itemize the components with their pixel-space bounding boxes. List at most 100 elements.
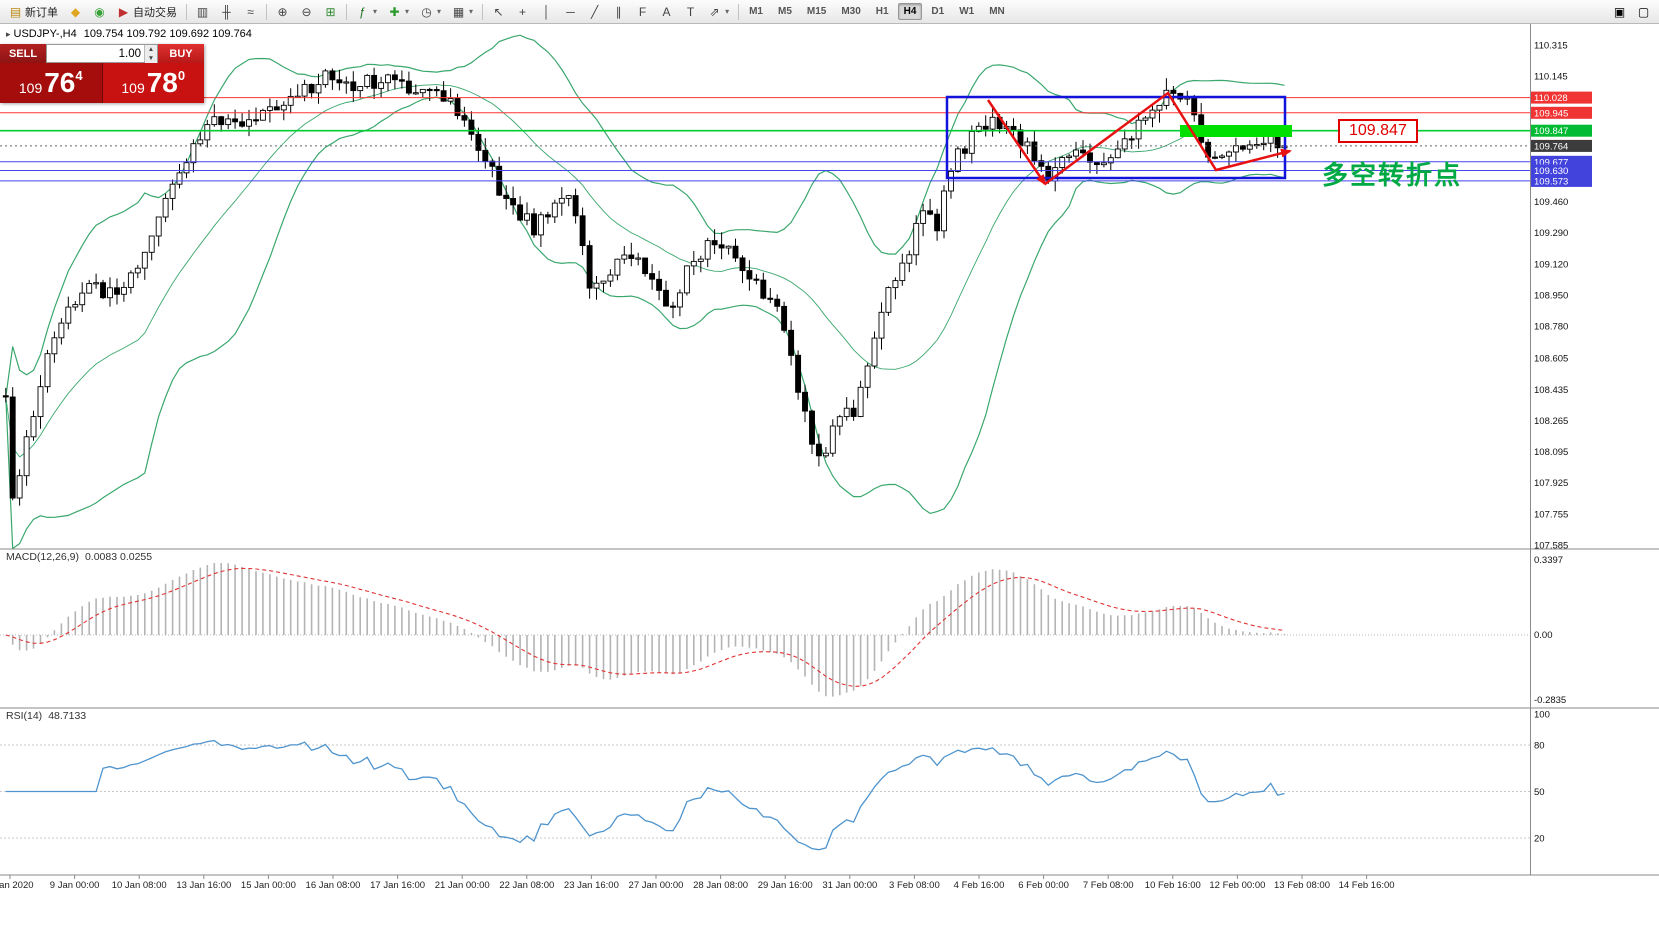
cursor-icon[interactable]: ↖: [487, 2, 510, 21]
fibonacci-icon-icon: F: [638, 4, 647, 19]
chevron-down-icon: ▾: [725, 7, 730, 16]
chevron-down-icon: ▾: [373, 7, 378, 16]
timeframe-m30[interactable]: M30: [841, 6, 861, 17]
indicators-icon[interactable]: ƒ ▾: [351, 2, 382, 21]
price-tag: 109.764: [1530, 139, 1592, 152]
time-label: 29 Jan 16:00: [758, 880, 813, 891]
cursor-icon-icon: ↖: [493, 4, 504, 19]
channel-icon[interactable]: ∥: [607, 2, 630, 21]
signals-icon[interactable]: ◉: [88, 2, 111, 21]
arrows-tool-icon[interactable]: ⇗ ▾: [703, 2, 734, 21]
range-rectangle[interactable]: [945, 95, 1287, 180]
rsi-indicator: 100 80 50 20: [0, 710, 1550, 851]
templates-icon[interactable]: ▦ ▾: [447, 2, 478, 21]
horizontal-level-lines[interactable]: [0, 97, 1530, 182]
chart-annotations[interactable]: [945, 91, 1292, 186]
symbol-period-label: USDJPY-,H4: [13, 28, 77, 40]
macd-signal-line: [5, 567, 1285, 687]
text-label-icon[interactable]: T: [679, 2, 702, 21]
horizontal-line-icon[interactable]: ─: [559, 2, 582, 21]
timeframe-m5[interactable]: M5: [777, 6, 792, 17]
period-icon-icon: ◷: [421, 4, 432, 19]
macd-axis-label: 0.00: [1534, 630, 1553, 641]
time-label: 23 Jan 16:00: [564, 880, 619, 891]
price-tick: 110.145: [1534, 72, 1568, 83]
volume-value: 1.00: [118, 47, 141, 60]
rsi-axis-label: 50: [1534, 787, 1545, 798]
tile-windows-icon[interactable]: ⊞: [319, 2, 342, 21]
price-tick: 108.780: [1534, 322, 1568, 333]
time-label: 14 Feb 16:00: [1339, 880, 1395, 891]
volume-down-icon[interactable]: ▼: [145, 54, 157, 63]
timeframe-mn[interactable]: MN: [989, 6, 1005, 17]
price-tick: 108.605: [1534, 354, 1568, 365]
signals-icon-icon: ◉: [94, 4, 105, 19]
chevron-down-icon: ▾: [469, 7, 474, 16]
time-label: 16 Jan 08:00: [306, 880, 361, 891]
timeframe-h4[interactable]: H4: [897, 3, 923, 20]
buy-price[interactable]: 109 78 0: [102, 63, 204, 103]
tile-windows-icon-icon: ⊞: [325, 4, 336, 19]
horizontal-line-icon-icon: ─: [566, 4, 575, 19]
new-order-icon: ▤: [9, 4, 22, 19]
sell-price[interactable]: 109 76 4: [0, 63, 103, 103]
time-label: 4 Feb 16:00: [954, 880, 1005, 891]
zoom-in-icon[interactable]: ⊕: [271, 2, 294, 21]
red-zigzag-arrow[interactable]: [1044, 91, 1292, 186]
zoom-in-icon-icon: ⊕: [277, 4, 288, 19]
price-tick: 108.950: [1534, 291, 1568, 302]
price-tick: 109.460: [1534, 197, 1568, 208]
sell-button[interactable]: SELL: [0, 44, 46, 63]
fibonacci-icon[interactable]: F: [631, 2, 654, 21]
trendline-icon[interactable]: ╱: [583, 2, 606, 21]
zoom-out-icon[interactable]: ⊖: [295, 2, 318, 21]
crosshair-icon[interactable]: +: [511, 2, 534, 21]
macd-histogram: [11, 563, 1286, 697]
time-label: 27 Jan 00:00: [629, 880, 684, 891]
mql-market-icon[interactable]: ◆: [64, 2, 87, 21]
auto-trading-button[interactable]: ▶ 自动交易: [118, 4, 177, 19]
chart-area[interactable]: 0.3397 0.00 -0.2835 100 80 50 20 110.315 110.1…: [0, 24, 1659, 946]
vertical-line-icon[interactable]: │: [535, 2, 558, 21]
volume-input[interactable]: 1.00 ▲ ▼: [46, 44, 158, 63]
chevron-down-icon: ▾: [437, 7, 442, 16]
text-icon[interactable]: A: [655, 2, 678, 21]
trendline-icon-icon: ╱: [590, 4, 599, 19]
timeframe-w1[interactable]: W1: [959, 6, 975, 17]
add-indicator-icon[interactable]: ✚ ▾: [383, 2, 414, 21]
toolbar-separator: [482, 3, 484, 20]
line-chart-icon[interactable]: ≈: [239, 2, 262, 21]
expand-icon[interactable]: ▸: [6, 29, 11, 39]
timeframe-m15[interactable]: M15: [806, 6, 827, 17]
toolbar-separator: [346, 3, 347, 20]
timeframe-d1[interactable]: D1: [931, 6, 945, 17]
time-label: 31 Jan 00:00: [822, 880, 877, 891]
candlestick-chart-icon-icon: ╫: [222, 4, 231, 19]
period-icon[interactable]: ◷ ▾: [415, 2, 446, 21]
new-window-icon[interactable]: ▢: [1637, 4, 1650, 19]
turning-point-note[interactable]: 多空转折点: [1322, 160, 1463, 190]
volume-up-icon[interactable]: ▲: [145, 45, 157, 54]
time-label: 21 Jan 00:00: [435, 880, 490, 891]
dock-chart-icon[interactable]: ▣: [1613, 4, 1626, 19]
toolbar-separator: [738, 3, 740, 20]
timeframe-m1[interactable]: M1: [749, 6, 763, 17]
price-tick: 108.435: [1534, 385, 1568, 396]
buy-button[interactable]: BUY: [158, 44, 204, 63]
macd-axis-label: 0.3397: [1534, 555, 1563, 566]
green-zone-bar[interactable]: [1180, 125, 1292, 137]
candlesticks: [2, 67, 1288, 506]
red-trend-arrow[interactable]: [986, 99, 1047, 186]
bar-chart-icon[interactable]: ▥: [191, 2, 214, 21]
volume-stepper[interactable]: ▲ ▼: [144, 45, 157, 63]
toolbar-separator: [266, 3, 267, 20]
price-tick: 109.290: [1534, 228, 1568, 239]
candlestick-chart-icon[interactable]: ╫: [215, 2, 238, 21]
price-callout-label[interactable]: 109.847: [1338, 119, 1418, 143]
timeframe-h1[interactable]: H1: [875, 6, 889, 17]
rsi-axis-label: 20: [1534, 834, 1545, 845]
new-order-button[interactable]: ▤ 新订单: [9, 4, 58, 19]
time-axis[interactable]: 8 Jan 2020 9 Jan 00:00 10 Jan 08:00 13 Jan …: [0, 875, 1395, 891]
macd-axis-label: -0.2835: [1534, 695, 1566, 706]
price-axis[interactable]: 110.315 110.145 109.460 109.290 109.120 108.9…: [1530, 41, 1592, 552]
